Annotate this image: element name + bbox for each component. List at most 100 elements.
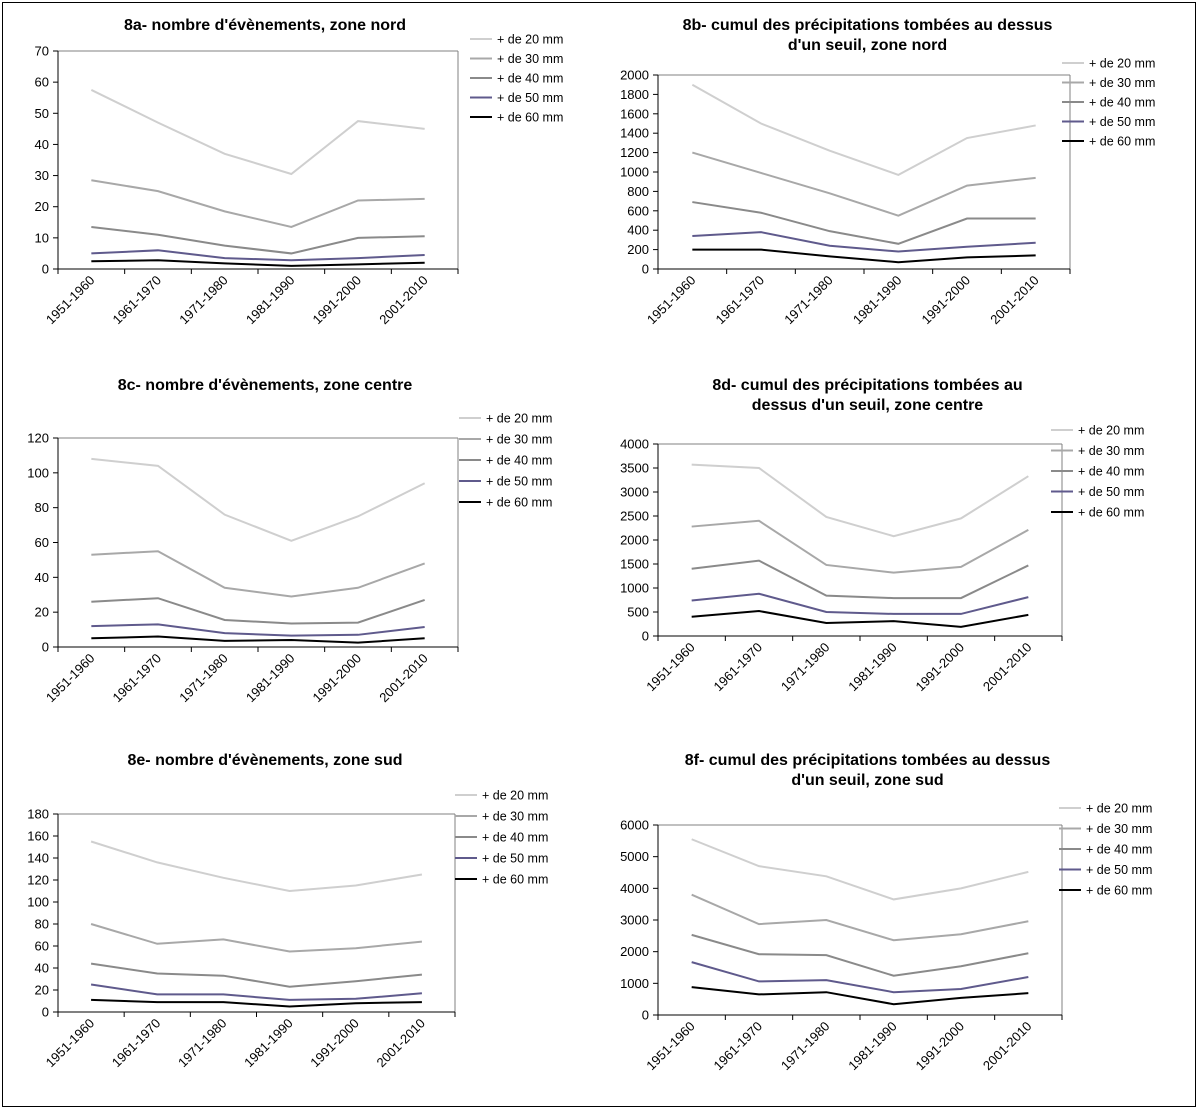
x-tick-label: 1981-1990 (850, 273, 905, 328)
y-tick-label: 600 (627, 203, 649, 218)
x-tick-label: 1971-1980 (781, 273, 836, 328)
chart-svg: 0 200 400 600 800 1000 1200 1400 1600 1800 2000 195… (620, 57, 1155, 328)
series-line (90, 89, 425, 176)
y-tick-label: 40 (35, 961, 49, 976)
legend-label: + de 50 mm (482, 852, 548, 866)
legend-label: + de 40 mm (1078, 465, 1144, 479)
legend-label: + de 60 mm (1086, 884, 1152, 898)
series-line (691, 559, 1029, 600)
x-tick-label: 1971-1980 (175, 1016, 230, 1071)
series-line (91, 225, 425, 255)
legend-label: + de 60 mm (1078, 506, 1144, 520)
x-tick-label: 2001-2010 (376, 651, 431, 706)
legend-label: + de 30 mm (1089, 76, 1155, 90)
series-line (691, 933, 1029, 977)
chart-title: 8d- cumul des précipitations tombées au … (600, 376, 1100, 416)
y-tick-label: 500 (627, 605, 649, 620)
y-tick-label: 2000 (620, 944, 649, 959)
y-tick-label: 140 (27, 851, 49, 866)
y-tick-label: 70 (35, 44, 49, 59)
x-tick-label: 1961-1970 (711, 1019, 766, 1074)
legend-label: + de 40 mm (1086, 843, 1152, 857)
series-line (691, 838, 1029, 901)
x-tick-label: 1991-2000 (310, 273, 365, 328)
chart-title: 8e- nombre d'évènements, zone sud (0, 751, 460, 771)
y-tick-label: 40 (35, 137, 49, 152)
series-line (91, 259, 425, 267)
series-line (90, 840, 423, 893)
y-tick-label: 1000 (620, 581, 649, 596)
x-tick-label: 1951-1960 (644, 273, 699, 328)
legend-label: + de 40 mm (482, 831, 548, 845)
legend-label: + de 60 mm (497, 111, 563, 125)
series-line (91, 249, 425, 262)
x-tick-label: 1961-1970 (713, 273, 768, 328)
series-line (91, 457, 426, 542)
legend-label: + de 60 mm (1089, 135, 1155, 149)
y-tick-label: 20 (35, 199, 49, 214)
chart-svg: 0 1000 2000 3000 4000 5000 6000 1951-1960 1961-1… (620, 802, 1152, 1074)
title-line: 8c- nombre d'évènements, zone centre (117, 377, 413, 394)
y-tick-label: 0 (42, 262, 49, 277)
legend-label: + de 30 mm (482, 810, 548, 824)
series-line (691, 986, 1029, 1006)
legend-label: + de 40 mm (486, 454, 552, 468)
y-tick-label: 180 (27, 807, 49, 822)
y-tick-label: 100 (27, 895, 49, 910)
y-tick-label: 1800 (620, 87, 649, 102)
legend-label: + de 60 mm (486, 496, 552, 510)
legend-label: + de 20 mm (482, 789, 548, 803)
series-line (691, 83, 1036, 177)
y-tick-label: 6000 (620, 818, 649, 833)
series-line (91, 635, 425, 644)
chart-title: 8a- nombre d'évènements, zone nord (0, 16, 460, 36)
y-tick-label: 0 (42, 1005, 49, 1020)
y-tick-label: 20 (35, 983, 49, 998)
chart-svg: 0 500 1000 1500 2000 2500 3000 3500 4000 1951-196… (620, 424, 1144, 695)
series-line (691, 519, 1029, 574)
x-tick-label: 1951-1960 (43, 1016, 98, 1071)
x-tick-label: 1961-1970 (110, 273, 165, 328)
series-line (692, 231, 1036, 253)
y-tick-label: 5000 (620, 849, 649, 864)
y-tick-label: 80 (35, 500, 49, 515)
x-tick-label: 1951-1960 (643, 1019, 698, 1074)
x-tick-label: 1991-2000 (913, 640, 968, 695)
title-line: 8a- nombre d'évènements, zone nord (123, 17, 407, 34)
title-line: 8d- cumul des précipitations tombées au (712, 377, 1023, 394)
y-tick-label: 1500 (620, 557, 649, 572)
y-tick-label: 1000 (620, 165, 649, 180)
chart-8b: 8b- cumul des précipitations tombées au … (600, 8, 1200, 353)
y-tick-label: 100 (27, 465, 49, 480)
series-line (91, 623, 425, 637)
x-tick-label: 1971-1980 (778, 1019, 833, 1074)
legend-label: + de 50 mm (486, 475, 552, 489)
series-line (692, 248, 1036, 264)
legend-label: + de 50 mm (1086, 863, 1152, 877)
title-line: d'un seuil, zone sud (791, 772, 944, 789)
series-line (90, 983, 422, 1001)
legend-label: + de 30 mm (497, 52, 563, 66)
legend-label: + de 20 mm (1086, 802, 1152, 816)
x-tick-label: 2001-2010 (376, 273, 431, 328)
y-tick-label: 0 (642, 629, 649, 644)
x-tick-label: 1961-1970 (110, 651, 165, 706)
y-tick-label: 1400 (620, 126, 649, 141)
x-tick-label: 1991-2000 (913, 1019, 968, 1074)
series-line (691, 961, 1029, 994)
legend-label: + de 40 mm (1089, 96, 1155, 110)
y-tick-label: 0 (42, 640, 49, 655)
x-tick-label: 1961-1970 (711, 640, 766, 695)
series-line (91, 597, 425, 625)
y-tick-label: 3000 (620, 913, 649, 928)
x-tick-label: 1981-1990 (845, 640, 900, 695)
x-tick-label: 1981-1990 (243, 651, 298, 706)
series-line (91, 550, 426, 598)
x-tick-label: 2001-2010 (987, 273, 1042, 328)
chart-title: 8f- cumul des précipitations tombées au … (600, 751, 1100, 791)
legend-label: + de 30 mm (1086, 822, 1152, 836)
chart-svg: 0 20 40 60 80 100 120 1951-1960 1961-1970 1971-19… (27, 412, 552, 706)
chart-title: 8b- cumul des précipitations tombées au … (600, 16, 1100, 56)
x-tick-label: 2001-2010 (980, 1019, 1035, 1074)
legend-label: + de 30 mm (1078, 444, 1144, 458)
